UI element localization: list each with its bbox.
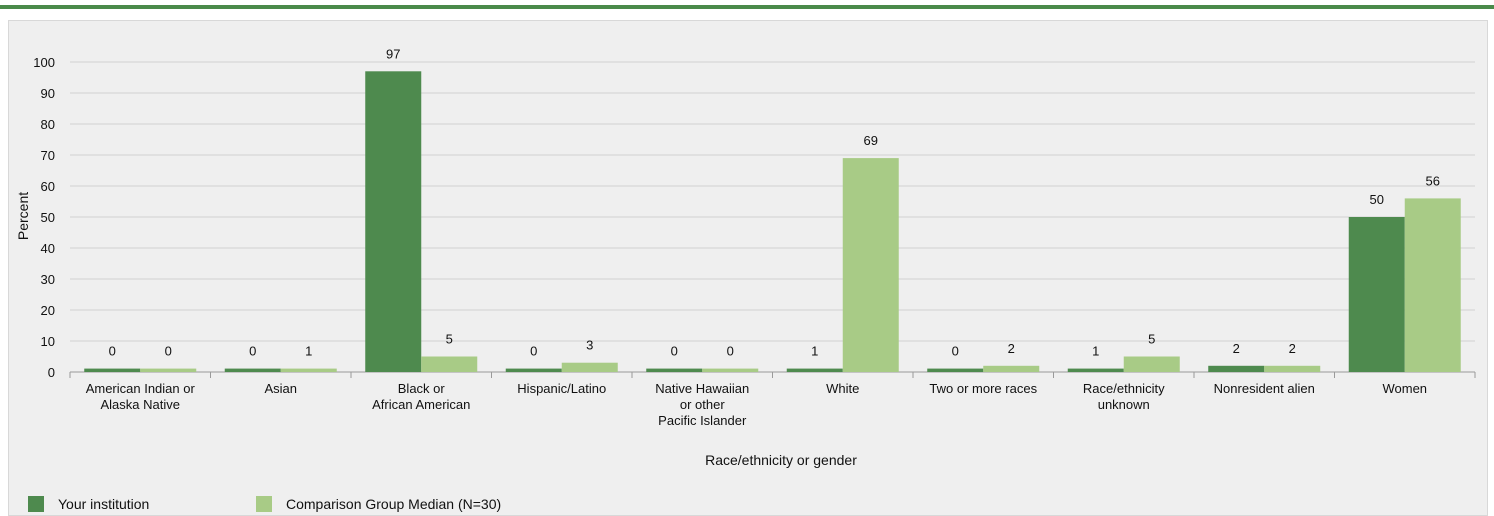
y-tick-label: 60 [41,179,55,194]
data-label: 1 [305,344,312,359]
data-label: 0 [952,344,959,359]
legend-item-comparison-group: Comparison Group Median (N=30) [256,496,501,512]
data-label: 69 [864,133,878,148]
data-label: 0 [530,344,537,359]
data-label: 1 [811,344,818,359]
x-tick-label: Hispanic/Latino [517,381,606,396]
chart-panel [8,20,1488,516]
bar [365,71,422,373]
data-label: 2 [1008,341,1015,356]
bar [646,368,703,372]
data-label: 5 [1148,332,1155,347]
bar [1264,365,1321,372]
y-tick-label: 10 [41,334,55,349]
y-axis-ticks: 0 10 20 30 40 50 60 70 80 90 100 [33,55,55,380]
data-label: 1 [1092,344,1099,359]
bar [842,158,899,372]
bars [84,71,1461,373]
bar [983,365,1040,372]
x-tick-label: Native Hawaiian or other Pacific Islander [655,381,749,428]
y-tick-label: 70 [41,148,55,163]
legend-label-your-institution: Your institution [58,496,150,512]
data-label: 5 [446,332,453,347]
bar [786,368,843,372]
bar [140,368,197,372]
y-tick-label: 80 [41,117,55,132]
bar [561,362,618,372]
bar [702,368,759,372]
x-tick-label: American Indian or Alaska Native [86,381,196,412]
legend-item-your-institution: Your institution [28,496,149,512]
x-tick-label: Nonresident alien [1214,381,1315,396]
x-tick-label: Two or more races [929,381,1037,396]
data-label: 0 [109,344,116,359]
x-tick-label: Black or African American [372,381,470,412]
data-label: 56 [1426,173,1440,188]
bar [1208,365,1265,372]
bar [1348,217,1405,372]
y-tick-label: 0 [48,365,55,380]
y-tick-label: 90 [41,86,55,101]
gridlines [70,61,1475,373]
x-tick-label: Asian [264,381,297,396]
bar [84,368,141,372]
bar [1067,368,1124,372]
y-tick-label: 40 [41,241,55,256]
bar [224,368,281,372]
legend-swatch-your-institution [28,496,44,512]
data-label: 0 [165,344,172,359]
y-axis-label: Percent [15,192,31,240]
data-label: 2 [1233,341,1240,356]
x-tick-label: Women [1382,381,1427,396]
data-label: 50 [1370,192,1384,207]
y-tick-label: 30 [41,272,55,287]
y-tick-label: 100 [33,55,55,70]
data-label: 3 [586,338,593,353]
bar [1404,198,1461,372]
data-label: 2 [1289,341,1296,356]
x-axis-ticks: American Indian or Alaska Native Asian Blac… [69,372,1476,428]
x-tick-label: Race/ethnicity unknown [1083,381,1165,412]
legend-label-comparison-group: Comparison Group Median (N=30) [286,496,502,512]
data-label: 0 [727,344,734,359]
y-tick-label: 20 [41,303,55,318]
data-label: 0 [671,344,678,359]
bar [927,368,984,372]
bar [505,368,562,372]
x-axis-label: Race/ethnicity or gender [705,452,857,468]
data-label: 97 [386,46,400,61]
legend-swatch-comparison-group [256,496,272,512]
x-tick-label: White [826,381,859,396]
bar [280,368,337,372]
data-labels: 0 0 97 0 0 1 0 1 2 50 0 1 5 3 0 69 2 5 2 56 [109,46,1440,358]
bar [1123,356,1180,372]
y-tick-label: 50 [41,210,55,225]
data-label: 0 [249,344,256,359]
bar [421,356,478,372]
top-accent-rule [0,5,1494,9]
